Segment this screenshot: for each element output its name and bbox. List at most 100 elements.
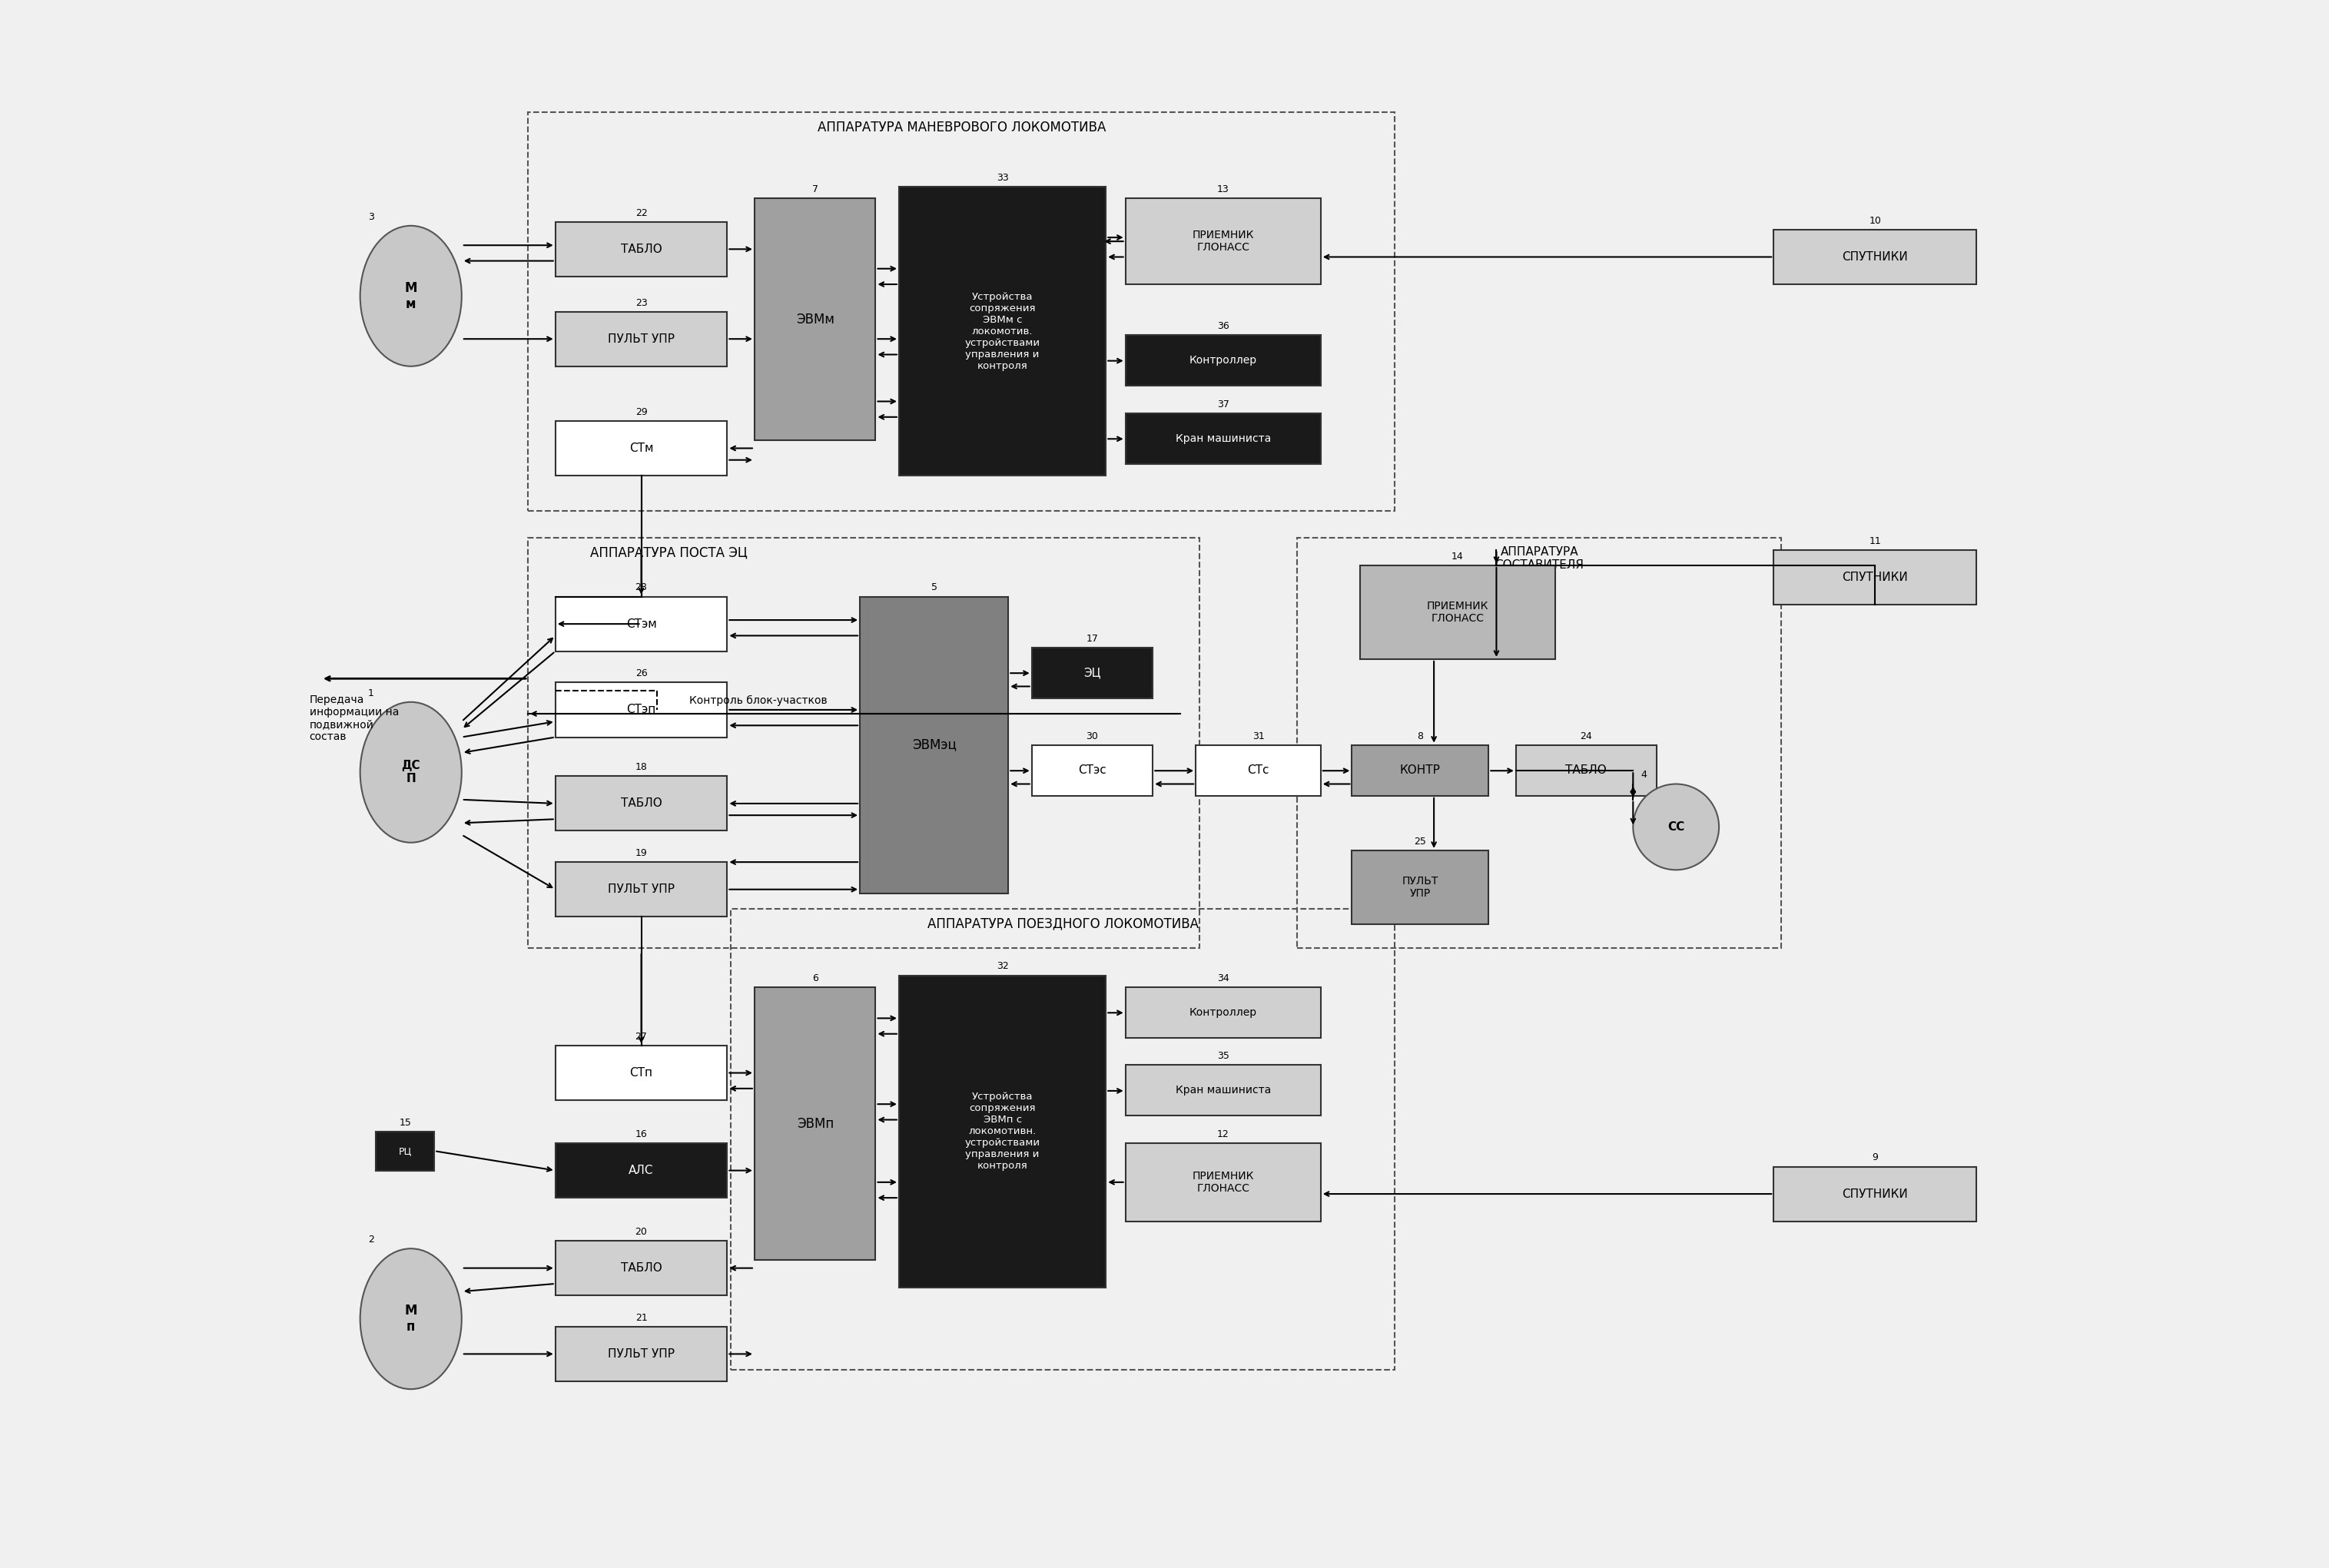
- Bar: [554, 1046, 727, 1101]
- Bar: [1516, 745, 1656, 795]
- Text: Передача
информации на
подвижной
состав: Передача информации на подвижной состав: [310, 695, 398, 742]
- Bar: [899, 187, 1106, 475]
- Text: СС: СС: [1668, 822, 1684, 833]
- Text: 16: 16: [636, 1129, 647, 1140]
- Bar: [554, 420, 727, 475]
- Text: Кран машиниста: Кран машиниста: [1176, 1085, 1272, 1096]
- Text: ПРИЕМНИК
ГЛОНАСС: ПРИЕМНИК ГЛОНАСС: [1425, 601, 1488, 624]
- Text: Контроллер: Контроллер: [1190, 1007, 1258, 1018]
- Text: 29: 29: [636, 408, 647, 417]
- Text: 6: 6: [813, 974, 817, 983]
- Text: 15: 15: [398, 1118, 412, 1127]
- Bar: [1125, 1143, 1321, 1221]
- Bar: [554, 862, 727, 917]
- Ellipse shape: [361, 702, 461, 842]
- Text: СТэп: СТэп: [627, 704, 657, 715]
- Text: 12: 12: [1218, 1129, 1230, 1140]
- Bar: [554, 682, 727, 737]
- Text: 21: 21: [636, 1312, 647, 1323]
- Text: СПУТНИКИ: СПУТНИКИ: [1842, 1189, 1907, 1200]
- Text: ЭВМэц: ЭВМэц: [913, 739, 957, 753]
- Text: ДС
П: ДС П: [401, 760, 419, 784]
- Bar: [554, 1327, 727, 1381]
- Bar: [1351, 745, 1488, 795]
- Ellipse shape: [361, 1248, 461, 1389]
- Text: 27: 27: [636, 1032, 647, 1041]
- Text: ТАБЛО: ТАБЛО: [620, 798, 661, 809]
- Bar: [1032, 745, 1153, 795]
- Bar: [1032, 648, 1153, 698]
- Text: 5: 5: [932, 583, 936, 593]
- Text: Кран машиниста: Кран машиниста: [1176, 433, 1272, 444]
- Text: КОНТР: КОНТР: [1400, 765, 1442, 776]
- Text: АППАРАТУРА
СОСТАВИТЕЛЯ: АППАРАТУРА СОСТАВИТЕЛЯ: [1495, 546, 1584, 571]
- Text: 2: 2: [368, 1234, 375, 1245]
- Text: Контроллер: Контроллер: [1190, 354, 1258, 365]
- Text: 31: 31: [1253, 731, 1265, 742]
- Text: 34: 34: [1218, 974, 1230, 983]
- Bar: [554, 776, 727, 831]
- Text: СПУТНИКИ: СПУТНИКИ: [1842, 571, 1907, 583]
- Text: АЛС: АЛС: [629, 1165, 654, 1176]
- Bar: [554, 312, 727, 367]
- Bar: [1775, 550, 1977, 604]
- Text: АППАРАТУРА МАНЕВРОВОГО ЛОКОМОТИВА: АППАРАТУРА МАНЕВРОВОГО ЛОКОМОТИВА: [817, 121, 1106, 135]
- Text: Устройства
сопряжения
ЭВМп с
локомотивн.
устройствами
управления и
контроля: Устройства сопряжения ЭВМп с локомотивн.…: [964, 1091, 1041, 1171]
- Text: ТАБЛО: ТАБЛО: [1565, 765, 1607, 776]
- Text: РЦ: РЦ: [398, 1146, 412, 1156]
- Text: 14: 14: [1451, 552, 1463, 561]
- Text: 10: 10: [1870, 216, 1882, 226]
- Text: Устройства
сопряжения
ЭВМм с
локомотив.
устройствами
управления и
контроля: Устройства сопряжения ЭВМм с локомотив. …: [964, 292, 1041, 370]
- Text: 3: 3: [368, 212, 375, 221]
- Text: ПУЛЬТ УПР: ПУЛЬТ УПР: [608, 1348, 675, 1359]
- Text: 18: 18: [636, 762, 647, 773]
- Text: 1: 1: [368, 688, 375, 698]
- Text: СТс: СТс: [1248, 765, 1269, 776]
- Bar: [1125, 336, 1321, 386]
- Text: 37: 37: [1218, 400, 1230, 409]
- Text: 7: 7: [813, 185, 817, 194]
- Ellipse shape: [1633, 784, 1719, 870]
- Text: ПУЛЬТ
УПР: ПУЛЬТ УПР: [1402, 877, 1439, 898]
- Text: СПУТНИКИ: СПУТНИКИ: [1842, 251, 1907, 263]
- Bar: [1125, 199, 1321, 284]
- Text: 9: 9: [1873, 1152, 1877, 1163]
- Bar: [755, 986, 876, 1261]
- Bar: [529, 113, 1395, 511]
- Text: М
п: М п: [405, 1305, 417, 1334]
- Bar: [1125, 1065, 1321, 1116]
- Text: 24: 24: [1579, 731, 1593, 742]
- Bar: [1195, 745, 1321, 795]
- Text: АППАРАТУРА ПОСТА ЭЦ: АППАРАТУРА ПОСТА ЭЦ: [589, 546, 748, 560]
- Text: СТэс: СТэс: [1078, 765, 1106, 776]
- Bar: [1351, 850, 1488, 925]
- Ellipse shape: [361, 226, 461, 367]
- Bar: [375, 1132, 433, 1170]
- Text: 19: 19: [636, 848, 647, 858]
- Text: 17: 17: [1085, 633, 1099, 643]
- Text: 30: 30: [1085, 731, 1099, 742]
- Text: СТэм: СТэм: [627, 618, 657, 630]
- Bar: [1125, 412, 1321, 464]
- Text: 23: 23: [636, 298, 647, 307]
- Text: 26: 26: [636, 668, 647, 679]
- Bar: [1775, 229, 1977, 284]
- Text: ПРИЕМНИК
ГЛОНАСС: ПРИЕМНИК ГЛОНАСС: [1192, 1171, 1253, 1193]
- Text: АППАРАТУРА ПОЕЗДНОГО ЛОКОМОТИВА: АППАРАТУРА ПОЕЗДНОГО ЛОКОМОТИВА: [927, 917, 1199, 930]
- Text: 32: 32: [997, 961, 1008, 972]
- Text: Контроль блок-участков: Контроль блок-участков: [689, 695, 827, 706]
- Text: ТАБЛО: ТАБЛО: [620, 243, 661, 256]
- Text: 28: 28: [636, 583, 647, 593]
- Text: ПУЛЬТ УПР: ПУЛЬТ УПР: [608, 884, 675, 895]
- Text: 13: 13: [1218, 185, 1230, 194]
- Text: М
м: М м: [405, 281, 417, 310]
- Text: 22: 22: [636, 209, 647, 218]
- Text: 25: 25: [1414, 836, 1425, 847]
- Bar: [731, 909, 1395, 1369]
- Text: 8: 8: [1416, 731, 1423, 742]
- Bar: [859, 596, 1008, 894]
- Bar: [899, 975, 1106, 1287]
- Bar: [755, 199, 876, 441]
- Bar: [1297, 538, 1782, 949]
- Text: ЭВМп: ЭВМп: [797, 1116, 834, 1131]
